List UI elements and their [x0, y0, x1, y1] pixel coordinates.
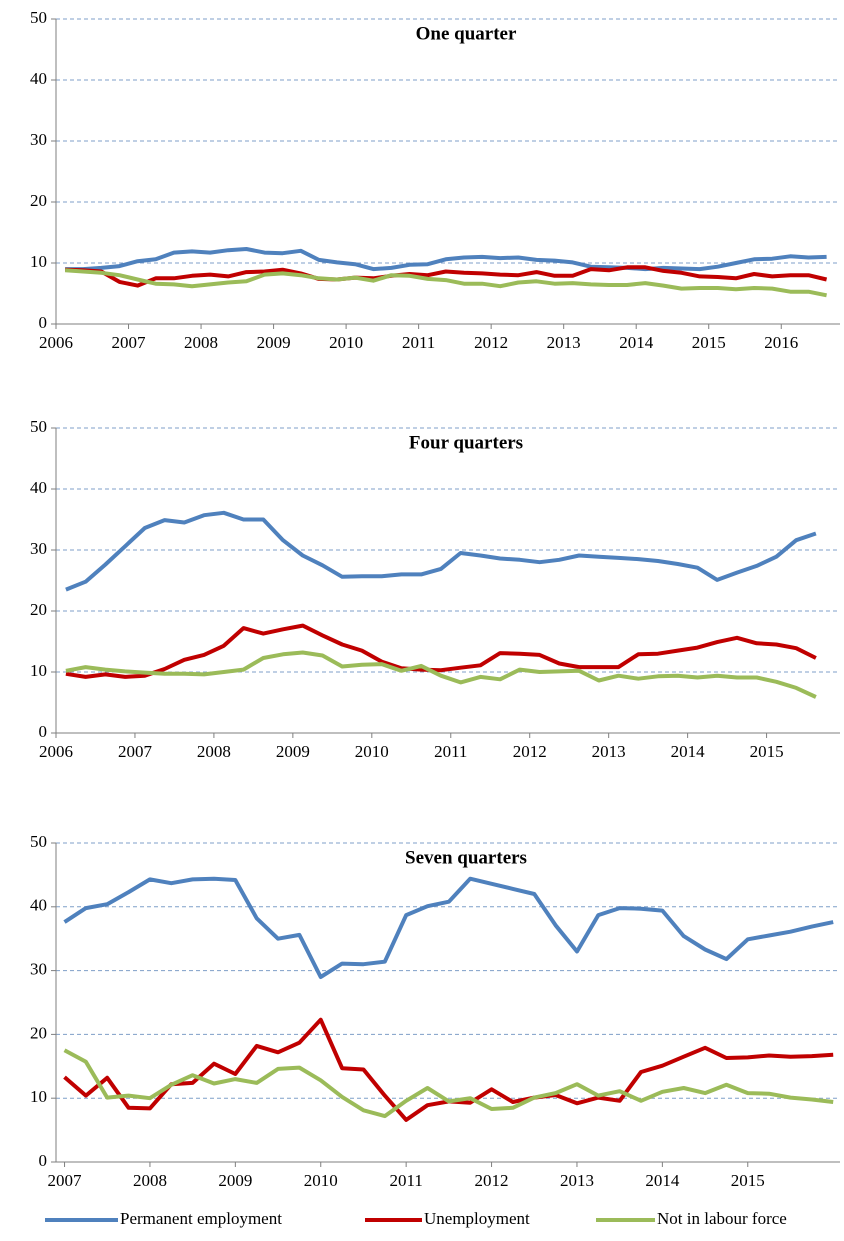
x-tick-label: 2016 — [764, 333, 798, 352]
series-line — [63, 1048, 834, 1119]
y-tick-label: 0 — [39, 1151, 48, 1170]
y-tick-label: 40 — [30, 896, 47, 915]
y-tick-label: 40 — [30, 69, 47, 88]
legend-label: Unemployment — [424, 1209, 530, 1228]
x-tick-label: 2009 — [276, 742, 310, 761]
x-tick-label: 2010 — [355, 742, 389, 761]
x-tick-label: 2008 — [184, 333, 218, 352]
series-line — [65, 247, 827, 272]
y-tick-label: 40 — [30, 478, 47, 497]
legend-label: Permanent employment — [120, 1209, 282, 1228]
y-tick-label: 10 — [30, 1087, 47, 1106]
chart-title: Four quarters — [409, 432, 523, 453]
x-tick-label: 2013 — [547, 333, 581, 352]
y-tick-label: 20 — [30, 600, 47, 619]
x-tick-label: 2010 — [304, 1171, 338, 1190]
y-tick-label: 20 — [30, 1023, 47, 1042]
x-tick-label: 2009 — [218, 1171, 252, 1190]
series-line — [65, 265, 828, 288]
chart-title: One quarter — [416, 23, 517, 44]
x-tick-label: 2015 — [750, 742, 784, 761]
x-tick-label: 2007 — [112, 333, 147, 352]
legend-label: Not in labour force — [657, 1209, 787, 1228]
y-tick-label: 50 — [30, 417, 47, 436]
x-tick-label: 2015 — [731, 1171, 765, 1190]
y-tick-label: 30 — [30, 960, 47, 979]
x-tick-label: 2011 — [389, 1171, 422, 1190]
x-tick-label: 2011 — [402, 333, 435, 352]
x-tick-label: 2008 — [197, 742, 231, 761]
x-tick-label: 2006 — [39, 742, 73, 761]
y-tick-label: 30 — [30, 130, 47, 149]
x-tick-label: 2008 — [133, 1171, 167, 1190]
y-tick-label: 30 — [30, 539, 47, 558]
x-tick-label: 2014 — [619, 333, 654, 352]
series-line — [64, 268, 827, 298]
y-tick-label: 50 — [30, 8, 47, 27]
y-tick-label: 0 — [39, 722, 48, 741]
y-tick-label: 0 — [39, 313, 48, 332]
x-tick-label: 2006 — [39, 333, 73, 352]
x-tick-label: 2011 — [434, 742, 467, 761]
series-line — [65, 623, 817, 679]
x-tick-label: 2015 — [692, 333, 726, 352]
x-tick-label: 2012 — [475, 1171, 509, 1190]
y-tick-label: 10 — [30, 661, 47, 680]
x-tick-label: 2013 — [560, 1171, 594, 1190]
x-tick-label: 2012 — [513, 742, 547, 761]
chart-title: Seven quarters — [405, 847, 527, 868]
x-tick-label: 2010 — [329, 333, 363, 352]
x-tick-label: 2014 — [671, 742, 706, 761]
y-tick-label: 20 — [30, 191, 47, 210]
x-tick-label: 2013 — [592, 742, 626, 761]
x-tick-label: 2007 — [48, 1171, 83, 1190]
series-line — [65, 650, 817, 699]
x-tick-label: 2009 — [257, 333, 291, 352]
y-tick-label: 10 — [30, 252, 47, 271]
series-line — [63, 876, 834, 979]
x-tick-label: 2007 — [118, 742, 153, 761]
series-line — [65, 510, 817, 592]
y-tick-label: 50 — [30, 832, 47, 851]
x-tick-label: 2014 — [645, 1171, 680, 1190]
x-tick-label: 2012 — [474, 333, 508, 352]
